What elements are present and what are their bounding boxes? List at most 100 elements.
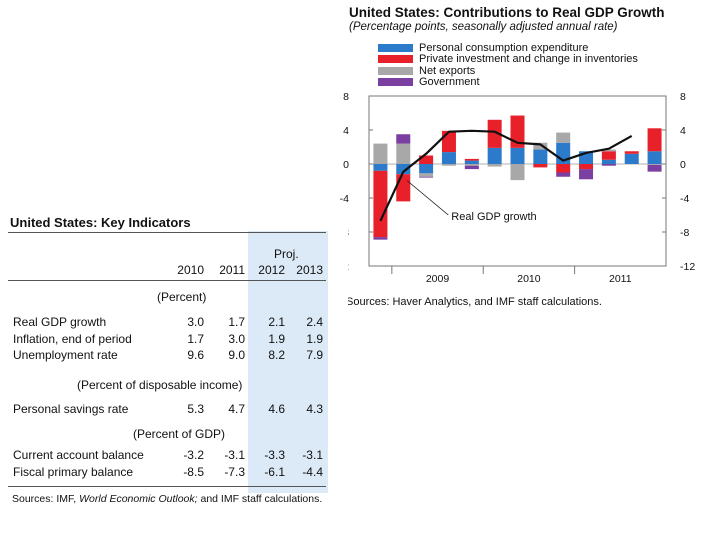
bar-segment-net-exports	[487, 164, 502, 167]
legend-swatch-consumption	[378, 43, 413, 52]
year-header-2010: 2010	[177, 263, 204, 277]
real-gdp-annotation: Real GDP growth	[451, 211, 536, 223]
legend-swatch-government	[378, 78, 413, 87]
cell: 7.9	[306, 348, 323, 362]
bar-segment-net-exports	[373, 143, 388, 164]
y-tick-label-left: 8	[343, 91, 349, 103]
bar-segment-private-investment-and-change-in-inventories	[647, 128, 662, 152]
bar-segment-private-investment-and-change-in-inventories	[624, 151, 639, 154]
chart-subtitle: (Percentage points, seasonally adjusted …	[349, 21, 618, 33]
bar-segment-government	[373, 237, 388, 240]
bar-segment-private-investment-and-change-in-inventories	[556, 164, 571, 173]
y-tick-label-right: -4	[680, 193, 689, 205]
y-tick-label-left: -4	[340, 193, 349, 205]
cell: -3.1	[224, 448, 245, 462]
bar-segment-private-investment-and-change-in-inventories	[373, 170, 388, 238]
y-tick-label-left: 4	[343, 125, 349, 137]
cell: -4.4	[302, 465, 323, 479]
row-label: Real GDP growth	[13, 315, 107, 329]
cell: -6.1	[264, 465, 285, 479]
legend-label-net-exports: Net exports	[419, 64, 476, 77]
bar-segment-government	[579, 169, 594, 180]
bar-segment-private-investment-and-change-in-inventories	[396, 174, 411, 202]
section-label-gdp: (Percent of GDP)	[133, 427, 226, 441]
legend-item-consumption: Personal consumption expenditure	[378, 42, 638, 54]
bar-segment-government	[464, 165, 479, 170]
cell: 2.1	[268, 315, 285, 329]
bar-segment-government	[556, 172, 571, 177]
bar-segment-net-exports	[556, 132, 571, 143]
bar-segment-private-investment-and-change-in-inventories	[419, 155, 434, 164]
cell: 3.0	[187, 315, 204, 329]
bar-segment-personal-consumption-expenditure	[487, 147, 502, 164]
legend-label-government: Government	[419, 76, 480, 89]
bar-segment-personal-consumption-expenditure	[624, 153, 639, 164]
x-year-label: 2009	[426, 273, 450, 285]
row-label: Personal savings rate	[13, 402, 129, 416]
row-label: Inflation, end of period	[13, 332, 132, 346]
cell: 9.0	[228, 348, 245, 362]
projection-band	[248, 231, 328, 493]
bar-segment-private-investment-and-change-in-inventories	[510, 115, 525, 148]
y-tick-label-right: 0	[680, 159, 686, 171]
table-source-suffix: and IMF staff calculations.	[197, 493, 323, 505]
table-source-prefix: Sources: IMF,	[12, 493, 80, 505]
cell: 1.7	[228, 315, 245, 329]
y-tick-label-right: -8	[680, 227, 689, 239]
bar-segment-government	[601, 164, 616, 166]
table-top-rule	[8, 232, 326, 233]
bar-segment-net-exports	[510, 164, 525, 181]
cell: 9.6	[187, 348, 204, 362]
cell: -8.5	[183, 465, 204, 479]
bar-segment-government	[396, 134, 411, 144]
bar-segment-private-investment-and-change-in-inventories	[441, 130, 456, 153]
table-source-italic: World Economic Outlook;	[79, 493, 198, 505]
bar-segment-personal-consumption-expenditure	[601, 159, 616, 164]
y-tick-label-left: 0	[343, 159, 349, 171]
chart-legend: Personal consumption expenditure Private…	[378, 42, 638, 88]
table-source: Sources: IMF, World Economic Outlook; an…	[12, 492, 332, 506]
table-bottom-rule	[8, 486, 326, 487]
chart-title: United States: Contributions to Real GDP…	[349, 5, 665, 20]
bar-segment-net-exports	[647, 164, 662, 165]
key-indicators-table: United States: Key Indicators Proj. 2010…	[0, 206, 348, 522]
legend-item-investment: Private investment and change in invento…	[378, 53, 638, 66]
cell: -3.3	[264, 448, 285, 462]
table-title: United States: Key Indicators	[10, 215, 191, 230]
chart-source: Sources: Haver Analytics, and IMF staff …	[346, 296, 602, 308]
y-tick-label-right: 8	[680, 91, 686, 103]
bar-segment-net-exports	[419, 173, 434, 177]
cell: 2.4	[306, 315, 323, 329]
bar-segment-personal-consumption-expenditure	[510, 147, 525, 164]
bar-segment-personal-consumption-expenditure	[396, 164, 411, 175]
bar-segment-private-investment-and-change-in-inventories	[533, 164, 548, 168]
bar-segment-private-investment-and-change-in-inventories	[464, 158, 479, 161]
cell: 1.9	[268, 332, 285, 346]
bar-segment-net-exports	[396, 143, 411, 164]
legend-item-government: Government	[378, 76, 638, 89]
cell: -3.1	[302, 448, 323, 462]
row-label: Current account balance	[13, 448, 144, 462]
bar-segment-net-exports	[464, 164, 479, 166]
bar-segment-private-investment-and-change-in-inventories	[579, 164, 594, 170]
bar-segment-private-investment-and-change-in-inventories	[487, 119, 502, 148]
legend-label-investment: Private investment and change in invento…	[419, 53, 638, 66]
bar-segment-personal-consumption-expenditure	[373, 164, 388, 171]
section-label-percent: (Percent)	[157, 290, 207, 304]
legend-swatch-net-exports	[378, 66, 413, 75]
cell: 3.0	[228, 332, 245, 346]
x-year-label: 2011	[609, 273, 632, 285]
row-label: Unemployment rate	[13, 348, 118, 362]
year-header-2012: 2012	[258, 263, 285, 277]
gdp-contributions-chart: Real GDP growth 884400-4-4-8-8-12-122009…	[334, 0, 720, 320]
bar-segment-net-exports	[601, 149, 616, 152]
row-label: Fiscal primary balance	[13, 465, 134, 479]
bar-segment-net-exports	[533, 142, 548, 150]
bar-segment-personal-consumption-expenditure	[419, 164, 434, 174]
bar-segment-personal-consumption-expenditure	[441, 152, 456, 164]
cell: -7.3	[224, 465, 245, 479]
bar-segment-net-exports	[441, 164, 456, 166]
annotation-leader	[407, 180, 449, 216]
bar-segment-personal-consumption-expenditure	[533, 149, 548, 164]
cell: 1.9	[306, 332, 323, 346]
